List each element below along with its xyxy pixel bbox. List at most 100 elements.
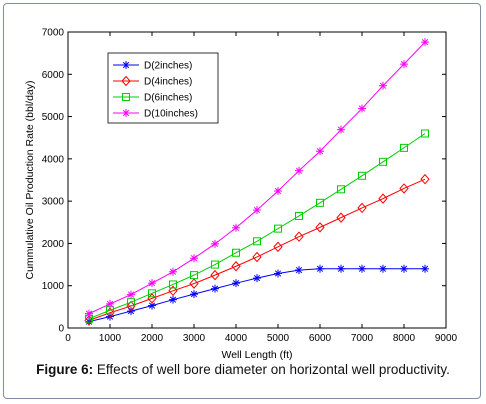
data-point [211, 260, 219, 269]
x-tick-label: 2000 [141, 333, 164, 344]
data-point [169, 280, 177, 289]
x-tick-label: 9000 [435, 333, 458, 344]
data-point [358, 264, 366, 273]
data-point [127, 290, 135, 299]
data-point [252, 251, 262, 263]
y-tick-label: 5000 [42, 112, 65, 123]
data-point [85, 309, 93, 318]
data-point [106, 299, 114, 308]
legend-marker [122, 61, 130, 69]
data-point [232, 223, 240, 232]
data-point [168, 285, 178, 297]
data-point [421, 38, 429, 47]
series-line [88, 133, 426, 320]
data-point [337, 125, 345, 134]
series-2 [84, 173, 430, 326]
data-point [127, 298, 135, 307]
x-tick-label: 8000 [393, 333, 416, 344]
y-tick-label: 0 [58, 324, 64, 335]
data-point [211, 284, 219, 293]
legend-entry: D(10inches) [113, 109, 198, 120]
data-point [399, 183, 409, 194]
legend-label: D(2inches) [144, 61, 192, 72]
x-tick-label: 6000 [309, 333, 332, 344]
x-tick-label: 4000 [225, 333, 248, 344]
data-point [336, 212, 346, 223]
y-tick-label: 7000 [42, 28, 65, 39]
figure-caption: Figure 6: Effects of well bore diameter … [0, 362, 486, 377]
legend-label: D(6inches) [144, 93, 192, 104]
data-point [358, 171, 366, 180]
y-tick-label: 2000 [42, 239, 65, 250]
data-point [231, 261, 241, 272]
data-point [421, 129, 429, 138]
legend-label: D(4inches) [144, 77, 192, 88]
x-tick-label: 7000 [351, 333, 374, 344]
caption-text: Effects of well bore diameter on horizon… [93, 362, 450, 377]
data-point [421, 264, 429, 273]
y-axis-label: Cummulative Oil Production Rate (bbl/day… [24, 81, 36, 280]
legend-entry: D(2inches) [113, 61, 192, 72]
x-tick-label: 1000 [99, 333, 122, 344]
data-point [400, 60, 408, 69]
data-point [315, 222, 325, 233]
series-4 [85, 38, 429, 318]
data-point [232, 248, 240, 257]
y-tick-label: 4000 [42, 154, 65, 165]
data-point [358, 104, 366, 113]
data-point [357, 202, 367, 214]
x-axis: 0 1000 2000 3000 4000 5000 6000 7000 8000 9000 [65, 32, 458, 344]
data-point [84, 315, 94, 326]
data-point [274, 186, 282, 195]
legend-marker [122, 109, 130, 117]
data-point [253, 274, 261, 283]
data-point [379, 157, 387, 166]
data-point [294, 231, 304, 242]
x-axis-label: Well Length (ft) [221, 349, 292, 361]
y-tick-label: 6000 [42, 70, 65, 81]
data-point [295, 166, 303, 175]
data-point [316, 147, 324, 156]
data-point [148, 289, 156, 298]
data-point [190, 271, 198, 280]
data-point [169, 267, 177, 276]
data-point [148, 279, 156, 288]
legend-label: D(10inches) [144, 109, 198, 120]
y-tick-label: 3000 [42, 197, 65, 208]
data-point [253, 206, 261, 215]
legend: D(2inches) D(4inches) D(6inches) D(10inches… [107, 52, 219, 124]
data-point [190, 254, 198, 263]
data-point [126, 300, 136, 312]
data-point [253, 237, 261, 246]
data-point [232, 279, 240, 288]
caption-label: Figure 6: [36, 362, 94, 377]
legend-marker [122, 93, 130, 101]
legend-entry: D(4inches) [113, 75, 192, 88]
data-point [400, 264, 408, 273]
data-point [316, 264, 324, 273]
data-point [295, 266, 303, 275]
data-point [295, 211, 303, 220]
data-point [274, 269, 282, 278]
legend-marker [121, 75, 131, 87]
data-point [189, 278, 199, 289]
x-tick-label: 0 [65, 333, 71, 344]
data-point [420, 173, 430, 185]
legend-entry: D(6inches) [113, 93, 192, 104]
series-layer [84, 38, 430, 326]
y-axis: 0 1000 2000 3000 4000 5000 6000 7000 [42, 28, 446, 335]
data-point [273, 241, 283, 253]
data-point [190, 290, 198, 299]
data-point [316, 198, 324, 207]
x-tick-label: 3000 [183, 333, 206, 344]
data-point [210, 269, 220, 281]
data-point [378, 193, 388, 204]
data-point [379, 81, 387, 90]
data-point [400, 143, 408, 152]
data-point [169, 295, 177, 304]
data-point [379, 264, 387, 273]
y-tick-label: 1000 [42, 281, 65, 292]
series-line [88, 178, 426, 321]
data-point [274, 224, 282, 233]
